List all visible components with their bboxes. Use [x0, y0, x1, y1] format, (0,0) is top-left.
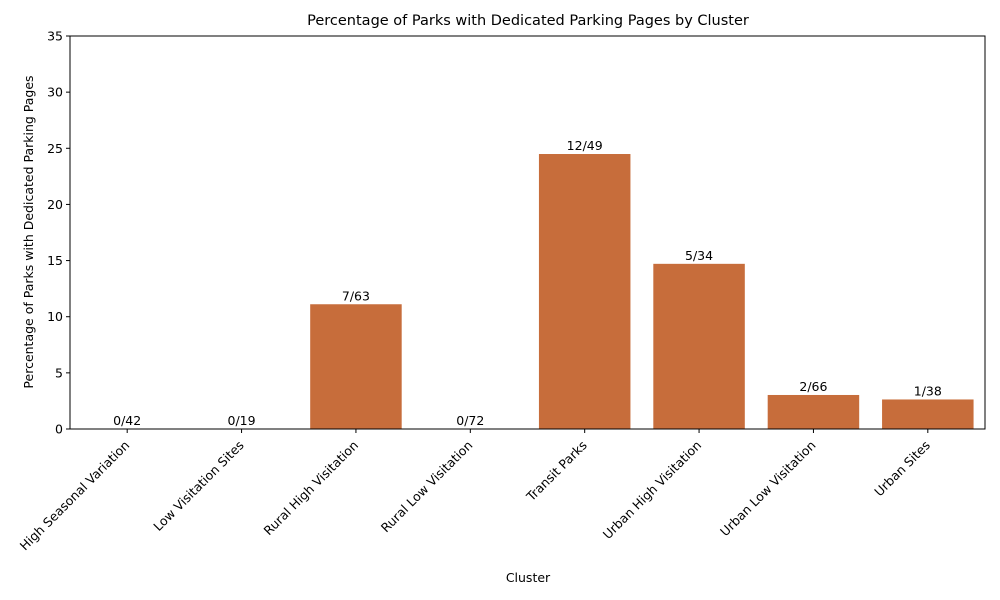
y-tick-label: 15: [47, 253, 63, 268]
bar: [310, 304, 402, 429]
bars: [310, 154, 974, 430]
bar-data-label: 1/38: [914, 383, 942, 398]
bar-data-label: 5/34: [685, 248, 713, 263]
y-tick-label: 10: [47, 309, 63, 324]
y-axis-label: Percentage of Parks with Dedicated Parki…: [21, 75, 36, 388]
bar-data-label: 7/63: [342, 288, 370, 303]
bar-data-label: 0/42: [113, 413, 141, 428]
chart-title: Percentage of Parks with Dedicated Parki…: [307, 13, 749, 29]
bar-data-label: 12/49: [567, 138, 603, 153]
bar-data-label: 0/72: [456, 413, 484, 428]
bar-data-label: 0/19: [228, 413, 256, 428]
x-axis-label: Cluster: [506, 570, 551, 585]
bar-data-labels: 0/42 0/19 7/63 0/72 12/49 5/34 2/66 1/38: [113, 138, 942, 428]
y-tick-label: 0: [55, 422, 63, 437]
y-tick-label: 20: [47, 197, 63, 212]
bar-data-label: 2/66: [799, 379, 827, 394]
plot-frame: [69, 35, 986, 430]
bar: [538, 154, 631, 430]
y-tick-label: 5: [55, 365, 63, 380]
y-tick-label: 25: [47, 141, 63, 156]
y-axis-ticks: 0 5 10 15 20 25 30 35: [47, 29, 70, 437]
bar: [882, 399, 974, 429]
bar: [767, 394, 860, 429]
y-tick-label: 30: [47, 85, 63, 100]
y-tick-label: 35: [47, 29, 63, 44]
bar: [653, 263, 745, 429]
